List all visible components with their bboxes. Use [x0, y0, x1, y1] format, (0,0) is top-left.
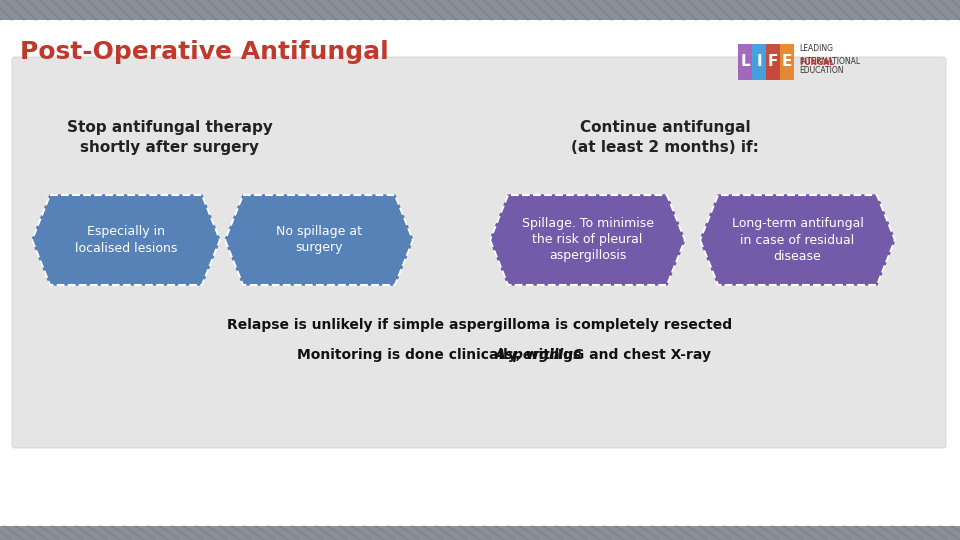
Text: Stop antifungal therapy
shortly after surgery: Stop antifungal therapy shortly after su… [67, 120, 273, 155]
Text: I: I [756, 55, 762, 70]
FancyBboxPatch shape [12, 57, 946, 448]
Text: Relapse is unlikely if simple aspergilloma is completely resected: Relapse is unlikely if simple aspergillo… [228, 318, 732, 332]
Text: Especially in
localised lesions: Especially in localised lesions [75, 226, 178, 254]
Text: EDUCATION: EDUCATION [799, 66, 844, 75]
Text: IgG and chest X-ray: IgG and chest X-ray [553, 348, 710, 362]
Text: Continue antifungal
(at least 2 months) if:: Continue antifungal (at least 2 months) … [571, 120, 759, 155]
Bar [0, 526, 960, 540]
Polygon shape [490, 195, 685, 285]
Polygon shape [32, 195, 220, 285]
Text: Post-Operative Antifungal: Post-Operative Antifungal [20, 40, 389, 64]
Bar [766, 44, 780, 80]
Bar [0, 0, 960, 20]
Text: No spillage at
surgery: No spillage at surgery [276, 226, 362, 254]
Text: Aspergillus: Aspergillus [495, 348, 583, 362]
Bar [752, 44, 766, 80]
Text: Spillage. To minimise
the risk of pleural
aspergillosis: Spillage. To minimise the risk of pleura… [521, 218, 654, 262]
Text: Long-term antifungal
in case of residual
disease: Long-term antifungal in case of residual… [732, 218, 863, 262]
Text: E: E [781, 55, 792, 70]
Polygon shape [700, 195, 895, 285]
Text: FUNGAL: FUNGAL [799, 58, 834, 67]
Text: LEADING
INTERNATIONAL: LEADING INTERNATIONAL [799, 44, 860, 65]
Text: Monitoring is done clinically, with: Monitoring is done clinically, with [298, 348, 564, 362]
Bar [780, 44, 794, 80]
Text: F: F [768, 55, 779, 70]
Text: L: L [740, 55, 750, 70]
Bar [738, 44, 752, 80]
Polygon shape [225, 195, 413, 285]
